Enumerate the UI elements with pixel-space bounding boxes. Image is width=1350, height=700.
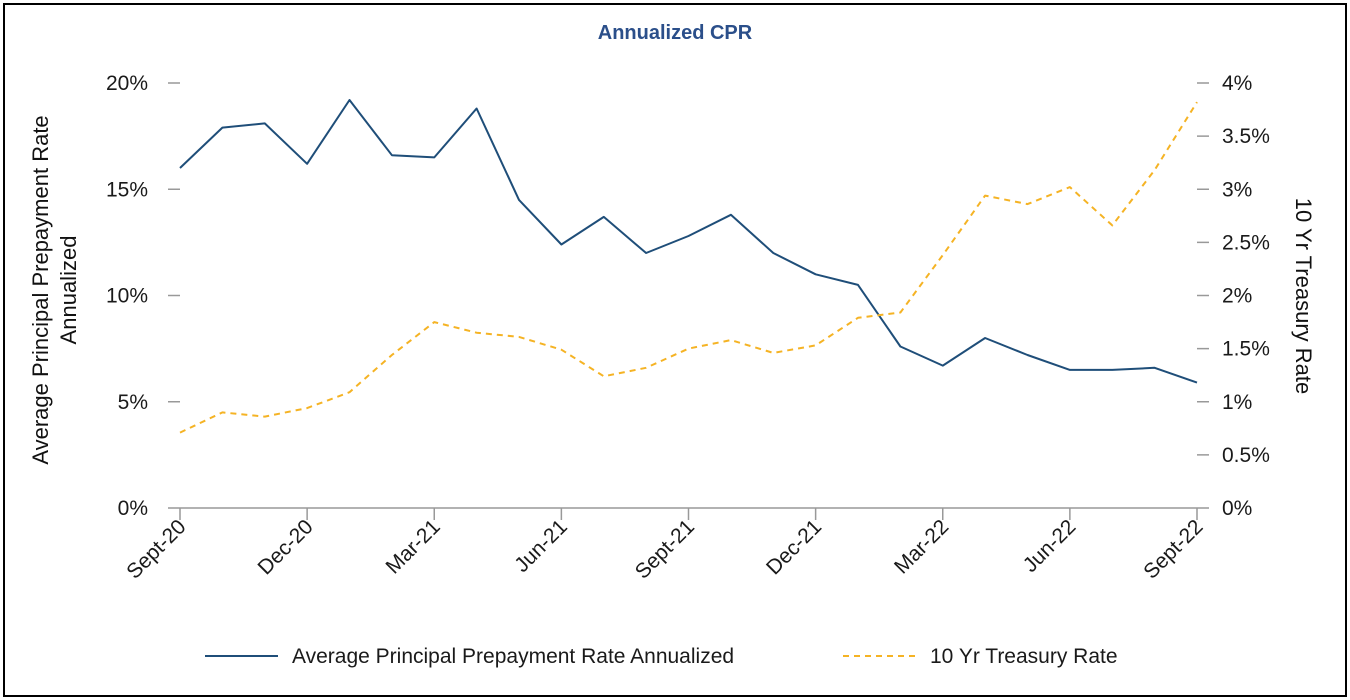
y-left-tick-label: 0% bbox=[118, 497, 148, 520]
chart-frame bbox=[3, 3, 1347, 697]
treasury-point bbox=[686, 346, 692, 352]
treasury-point bbox=[1025, 201, 1031, 207]
treasury-point bbox=[813, 342, 819, 348]
prepayment-point bbox=[304, 161, 310, 167]
treasury-point bbox=[474, 330, 480, 336]
y-left-tick-label: 5% bbox=[118, 391, 148, 414]
treasury-point bbox=[728, 337, 734, 343]
series-line-treasury-rate bbox=[179, 101, 1198, 434]
legend-item-prepayment-rate[interactable]: Average Principal Prepayment Rate Annual… bbox=[205, 645, 734, 668]
treasury-point bbox=[1109, 222, 1115, 228]
treasury-point bbox=[177, 430, 183, 436]
prepayment-point bbox=[177, 165, 183, 171]
treasury-point bbox=[601, 373, 607, 379]
y-left-tick-label: 10% bbox=[106, 285, 148, 308]
y-right-tick-label: 1% bbox=[1222, 391, 1252, 414]
treasury-point bbox=[940, 252, 946, 258]
prepayment-point bbox=[982, 335, 988, 341]
treasury-point bbox=[516, 334, 522, 340]
treasury-point bbox=[1194, 99, 1200, 105]
x-tick-label: Dec-21 bbox=[762, 515, 826, 579]
prepayment-point bbox=[1025, 352, 1031, 358]
x-tick-label: Mar-22 bbox=[890, 515, 953, 578]
treasury-point bbox=[431, 319, 437, 325]
treasury-point bbox=[389, 352, 395, 358]
prepayment-point bbox=[686, 233, 692, 239]
prepayment-point bbox=[1152, 365, 1158, 371]
legend-label: Average Principal Prepayment Rate Annual… bbox=[292, 645, 734, 668]
x-tick-label: Mar-21 bbox=[381, 515, 444, 578]
treasury-point bbox=[558, 347, 564, 353]
prepayment-point bbox=[643, 250, 649, 256]
y-right-tick-label: 1.5% bbox=[1222, 338, 1270, 361]
prepayment-point bbox=[474, 106, 480, 112]
x-tick-label: Sept-20 bbox=[122, 515, 190, 583]
treasury-point bbox=[1067, 184, 1073, 190]
x-tick-label: Sept-21 bbox=[631, 515, 699, 583]
legend[interactable]: Average Principal Prepayment Rate Annual… bbox=[205, 645, 1118, 668]
prepayment-point bbox=[770, 250, 776, 256]
y-right-tick-label: 2% bbox=[1222, 285, 1252, 308]
y-axis-right-title: 10 Yr Treasury Rate bbox=[1291, 198, 1316, 394]
y-axis-left-title-line2: Annualized bbox=[56, 236, 81, 345]
y-axis-left-title: Average Principal Prepayment Rate Annuali… bbox=[28, 115, 81, 464]
x-tick-label: Jun-22 bbox=[1019, 515, 1081, 577]
prepayment-point bbox=[389, 152, 395, 158]
prepayment-point bbox=[601, 214, 607, 220]
treasury-point bbox=[304, 405, 310, 411]
prepayment-point bbox=[219, 125, 225, 131]
treasury-point bbox=[1152, 167, 1158, 173]
prepayment-point bbox=[897, 344, 903, 350]
y-right-tick-label: 2.5% bbox=[1222, 231, 1270, 254]
treasury-point bbox=[262, 414, 268, 420]
prepayment-point bbox=[347, 97, 353, 103]
prepayment-point bbox=[558, 242, 564, 248]
prepayment-point bbox=[1109, 367, 1115, 373]
treasury-point bbox=[347, 389, 353, 395]
series-line-prepayment-rate bbox=[179, 99, 1198, 384]
prepayment-point bbox=[813, 271, 819, 277]
y-right-tick-label: 3.5% bbox=[1222, 125, 1270, 148]
x-tick-label: Jun-21 bbox=[510, 515, 572, 577]
legend-label: 10 Yr Treasury Rate bbox=[930, 645, 1118, 668]
treasury-point bbox=[770, 350, 776, 356]
treasury-point bbox=[219, 409, 225, 415]
prepayment-point bbox=[262, 120, 268, 126]
y-right-tick-label: 4% bbox=[1222, 72, 1252, 95]
x-tick-label: Sept-22 bbox=[1139, 515, 1207, 583]
prepayment-point bbox=[728, 212, 734, 218]
y-left-tick-label: 15% bbox=[106, 178, 148, 201]
legend-item-treasury-rate[interactable]: 10 Yr Treasury Rate bbox=[843, 645, 1118, 668]
y-right-tick-label: 3% bbox=[1222, 178, 1252, 201]
prepayment-point bbox=[1067, 367, 1073, 373]
y-axis-left-title-line1: Average Principal Prepayment Rate bbox=[28, 115, 53, 464]
axes: 0% 5% 10% 15% 20% 0% 0.5% 1% 1.5% 2% 2.5% 3% 3.5% 4% S… bbox=[106, 72, 1270, 584]
treasury-point bbox=[897, 310, 903, 316]
treasury-point bbox=[643, 365, 649, 371]
y-right-tick-label: 0% bbox=[1222, 497, 1252, 520]
treasury-point bbox=[982, 193, 988, 199]
prepayment-point bbox=[1194, 380, 1200, 386]
prepayment-point bbox=[855, 282, 861, 288]
x-tick-label: Dec-20 bbox=[254, 515, 318, 579]
prepayment-point bbox=[431, 154, 437, 160]
chart-title: Annualized CPR bbox=[598, 22, 753, 44]
prepayment-point bbox=[940, 363, 946, 369]
treasury-point bbox=[855, 315, 861, 321]
y-left-tick-label: 20% bbox=[106, 72, 148, 95]
series-layer bbox=[177, 97, 1200, 436]
prepayment-point bbox=[516, 197, 522, 203]
y-right-tick-label: 0.5% bbox=[1222, 444, 1270, 467]
